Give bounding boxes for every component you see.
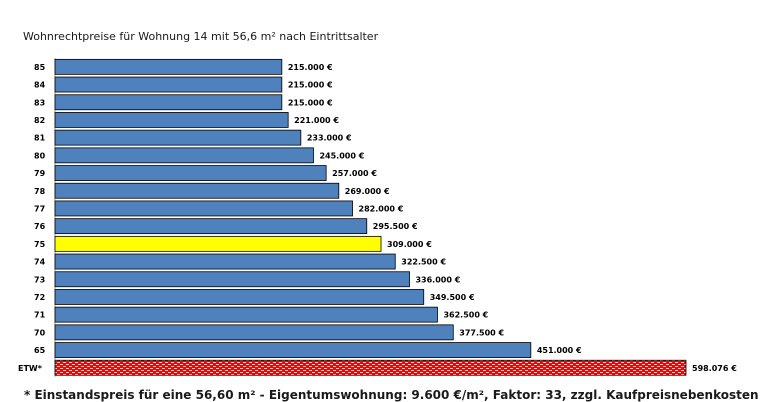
bar-73	[54, 271, 410, 288]
bar-78	[54, 182, 340, 199]
category-label: 71	[34, 311, 46, 320]
category-label: 73	[34, 275, 45, 284]
bar-65	[54, 342, 532, 358]
bar-74	[54, 253, 396, 270]
bar-75	[54, 235, 382, 252]
value-label: 377.500 €	[459, 328, 504, 337]
value-label: 362.500 €	[443, 311, 488, 320]
bar-79	[54, 165, 327, 181]
value-label: 215.000 €	[288, 81, 333, 90]
bar-80	[54, 147, 314, 164]
bar-77	[54, 200, 353, 217]
bar-81	[54, 129, 302, 146]
bar-85	[54, 58, 283, 75]
bar-84	[54, 76, 283, 93]
category-label: ETW*	[18, 364, 43, 373]
bar-83	[54, 94, 283, 111]
bar-71	[54, 306, 438, 323]
category-label: 65	[34, 346, 46, 355]
value-label: 295.500 €	[373, 222, 418, 231]
category-label: 80	[34, 151, 46, 160]
category-label: 77	[34, 204, 45, 213]
category-label: 82	[34, 116, 45, 125]
value-label: 233.000 €	[307, 134, 352, 143]
chart-title: Wohnrechtpreise für Wohnung 14 mit 56,6 …	[23, 30, 379, 43]
value-label: 598.076 €	[692, 364, 737, 373]
chart-footnote: * Einstandspreis für eine 56,60 m² - Eig…	[24, 388, 759, 402]
category-label: 70	[34, 328, 46, 337]
category-label: 83	[34, 98, 45, 107]
value-label: 349.500 €	[430, 293, 475, 302]
value-label: 451.000 €	[537, 346, 582, 355]
category-label: 81	[34, 134, 46, 143]
value-label: 221.000 €	[294, 116, 339, 125]
category-label: 74	[34, 258, 46, 267]
bar-etw	[54, 359, 687, 376]
category-label: 75	[34, 240, 46, 249]
bar-72	[54, 289, 425, 305]
value-label: 336.000 €	[415, 275, 460, 284]
bar-70	[54, 324, 454, 341]
category-label: 85	[34, 63, 46, 72]
category-label: 76	[34, 222, 46, 231]
category-label: 79	[34, 169, 46, 178]
category-label: 78	[34, 187, 46, 196]
value-label: 309.000 €	[387, 240, 432, 249]
value-label: 269.000 €	[345, 187, 390, 196]
value-label: 282.000 €	[359, 204, 404, 213]
value-label: 257.000 €	[332, 169, 377, 178]
value-label: 322.500 €	[401, 258, 446, 267]
bar-82	[54, 112, 289, 128]
value-label: 215.000 €	[288, 98, 333, 107]
value-label: 215.000 €	[288, 63, 333, 72]
value-label: 245.000 €	[319, 151, 364, 160]
bar-76	[54, 218, 368, 235]
category-label: 72	[34, 293, 45, 302]
category-label: 84	[34, 81, 46, 90]
